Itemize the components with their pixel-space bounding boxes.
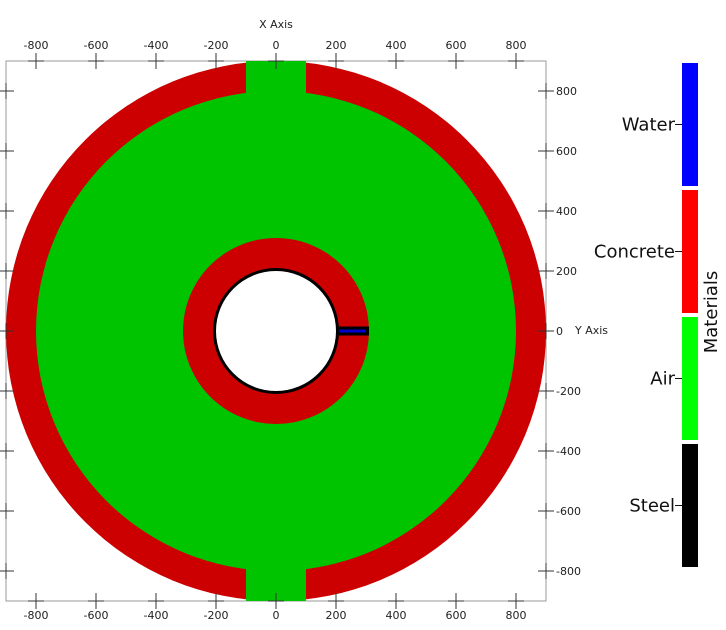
x-tick-label-bottom: -800 (24, 609, 49, 622)
x-tick-label-bottom: 400 (386, 609, 407, 622)
materials-legend: Water Concrete Air Steel (594, 63, 698, 567)
y-tick-label: 800 (556, 85, 577, 98)
x-tick-label-top: -200 (204, 39, 229, 52)
legend-label-water: Water (622, 115, 676, 136)
x-tick-label-top: 0 (273, 39, 280, 52)
y-tick-label: 200 (556, 265, 577, 278)
legend-title: Materials (701, 271, 722, 354)
x-tick-label-bottom: -200 (204, 609, 229, 622)
legend-swatch-concrete (682, 190, 698, 313)
x-tick-label-bottom: 0 (273, 609, 280, 622)
geometry-layer (6, 61, 546, 601)
x-tick-label-top: 400 (386, 39, 407, 52)
water-channel (339, 329, 366, 333)
y-tick-label: 0 (556, 325, 563, 338)
legend-swatch-steel (682, 444, 698, 567)
x-axis-title: X Axis (259, 18, 293, 31)
central-cavity (216, 271, 336, 391)
y-axis-title: Y Axis (574, 324, 608, 337)
x-tick-label-top: 800 (506, 39, 527, 52)
x-tick-label-top: 200 (326, 39, 347, 52)
y-tick-label: -400 (556, 445, 581, 458)
y-tick-label: 400 (556, 205, 577, 218)
x-tick-label-bottom: -400 (144, 609, 169, 622)
y-tick-label: -800 (556, 565, 581, 578)
y-tick-label: -600 (556, 505, 581, 518)
y-tick-label: -200 (556, 385, 581, 398)
x-tick-label-bottom: -600 (84, 609, 109, 622)
x-tick-label-bottom: 600 (446, 609, 467, 622)
y-tick-label: 600 (556, 145, 577, 158)
x-tick-label-top: -800 (24, 39, 49, 52)
legend-label-air: Air (650, 369, 675, 390)
x-tick-label-bottom: 200 (326, 609, 347, 622)
x-tick-label-top: -600 (84, 39, 109, 52)
legend-label-steel: Steel (629, 496, 675, 517)
x-tick-label-bottom: 800 (506, 609, 527, 622)
legend-label-concrete: Concrete (594, 242, 675, 263)
x-tick-label-top: -400 (144, 39, 169, 52)
legend-swatch-air (682, 317, 698, 440)
x-tick-label-top: 600 (446, 39, 467, 52)
axes-layer: -800 -800 -600 -600 -400 -400 -200 -200 0 0 200 200… (0, 39, 581, 622)
legend-swatch-water (682, 63, 698, 186)
